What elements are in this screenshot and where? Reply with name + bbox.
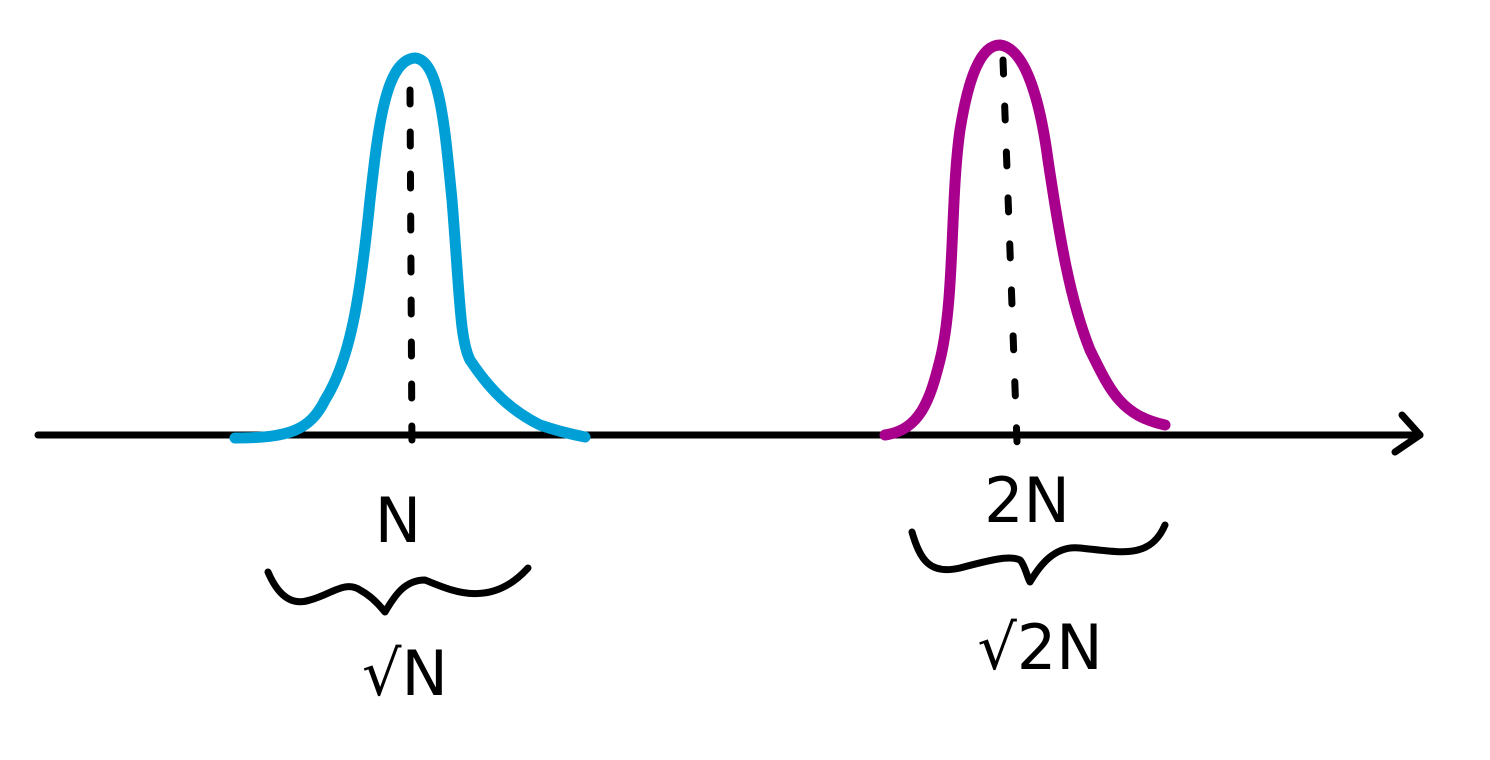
peak-curve: [879, 39, 1171, 441]
axis-arrow: [1391, 411, 1424, 456]
peak-curve: [229, 52, 591, 444]
width-label: √N: [362, 637, 448, 710]
width-label: √2N: [977, 611, 1102, 684]
peak-label: 2N: [984, 464, 1070, 537]
peak-label: N: [375, 484, 421, 557]
center-line: [406, 86, 416, 459]
center-line: [999, 56, 1021, 446]
brace: [908, 521, 1169, 586]
brace: [264, 564, 532, 616]
